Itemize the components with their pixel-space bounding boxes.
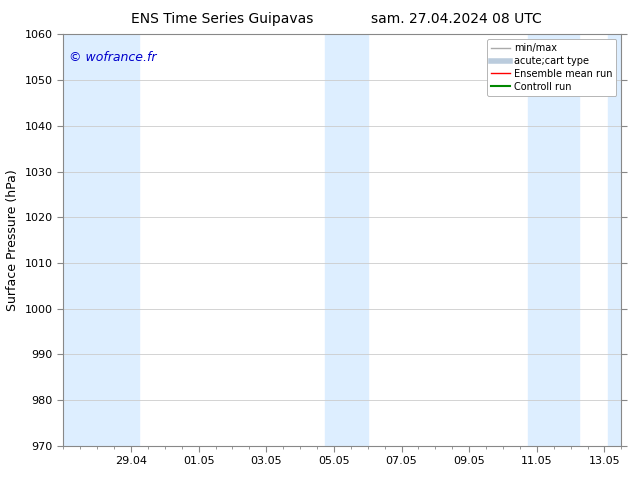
Legend: min/max, acute;cart type, Ensemble mean run, Controll run: min/max, acute;cart type, Ensemble mean … bbox=[487, 39, 616, 96]
Bar bbox=[528, 34, 579, 446]
Text: sam. 27.04.2024 08 UTC: sam. 27.04.2024 08 UTC bbox=[371, 12, 542, 26]
Text: © wofrance.fr: © wofrance.fr bbox=[69, 51, 157, 64]
Bar bbox=[63, 34, 139, 446]
Y-axis label: Surface Pressure (hPa): Surface Pressure (hPa) bbox=[6, 169, 19, 311]
Bar bbox=[608, 34, 621, 446]
Bar bbox=[325, 34, 368, 446]
Text: ENS Time Series Guipavas: ENS Time Series Guipavas bbox=[131, 12, 313, 26]
